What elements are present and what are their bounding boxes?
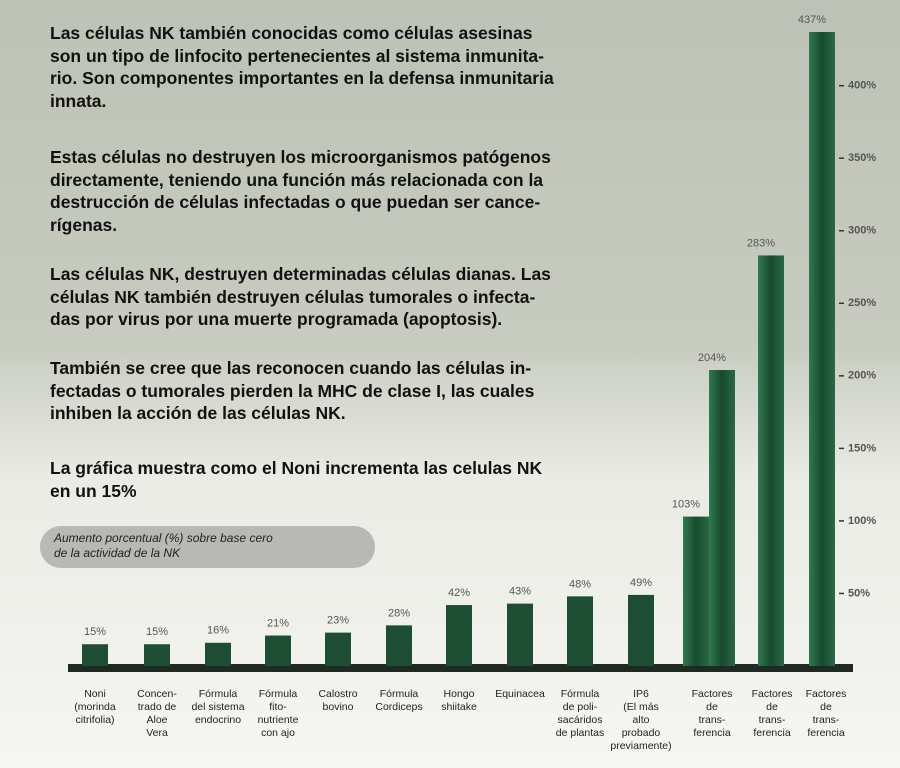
x-tick-label: Fórmula Cordiceps (375, 688, 423, 713)
bar (446, 605, 472, 666)
value-label: 49% (630, 577, 652, 589)
bar (507, 603, 533, 666)
value-label: 48% (569, 578, 591, 590)
x-tick-label: Factores de trans- ferencia (751, 688, 793, 739)
x-tick-label: Factores de trans- ferencia (805, 688, 847, 739)
paragraph: Estas células no destruyen los microorga… (50, 147, 551, 235)
value-label: 15% (84, 626, 106, 638)
y-tick-label: 50% (848, 587, 870, 599)
y-tick-label: 350% (848, 152, 876, 164)
bar (709, 370, 735, 666)
y-tick-label: 150% (848, 442, 876, 454)
value-label: 28% (388, 607, 410, 619)
paragraph: La gráfica muestra como el Noni incremen… (50, 458, 543, 501)
bar (809, 32, 835, 666)
x-tick-label: Factores de trans- ferencia (691, 688, 733, 739)
value-label: 15% (146, 626, 168, 638)
value-label: 21% (267, 617, 289, 629)
x-tick-label: Concen- trado de Aloe Vera (137, 688, 177, 739)
x-tick-label: Fórmula de poli- sacáridos de plantas (555, 688, 605, 739)
value-label: 43% (509, 586, 531, 598)
paragraph: También se cree que las reconocen cuando… (50, 358, 535, 423)
x-tick-label: Fórmula fito- nutriente con ajo (257, 688, 299, 739)
y-tick-label: 400% (848, 80, 876, 92)
x-tick-label: Noni (morinda citrifolia) (74, 688, 116, 726)
baseline (68, 664, 853, 672)
x-tick-label: Calostro bovino (318, 688, 358, 713)
value-label: 103% (672, 498, 700, 510)
bar (265, 635, 291, 666)
bar (628, 594, 654, 666)
value-label: 42% (448, 587, 470, 599)
x-tick-label: Fórmula del sistema endocrino (191, 688, 245, 726)
bar (567, 596, 593, 666)
x-tick-label: IP6 (El más alto probado previamente) (610, 688, 672, 752)
bar (325, 632, 351, 666)
x-tick-label: Equinacea (495, 688, 545, 700)
y-tick-label: 200% (848, 370, 876, 382)
value-label: 437% (798, 14, 826, 26)
bar (386, 625, 412, 666)
bar (82, 644, 108, 666)
bar (144, 644, 170, 666)
x-tick-label: Hongo shiitake (441, 688, 477, 713)
value-label: 283% (747, 237, 775, 249)
value-label: 23% (327, 615, 349, 627)
y-tick-label: 250% (848, 297, 876, 309)
value-label: 204% (698, 352, 726, 364)
bar (205, 642, 231, 666)
bar (758, 255, 784, 666)
bar (683, 516, 709, 666)
y-tick-label: 100% (848, 515, 876, 527)
value-label: 16% (207, 625, 229, 637)
paragraph: Las células NK, destruyen determinadas c… (50, 264, 551, 329)
y-tick-label: 300% (848, 225, 876, 237)
chart-title: Aumento porcentual (%) sobre base cero d… (40, 526, 375, 568)
paragraph: Las células NK también conocidas como cé… (50, 23, 554, 111)
